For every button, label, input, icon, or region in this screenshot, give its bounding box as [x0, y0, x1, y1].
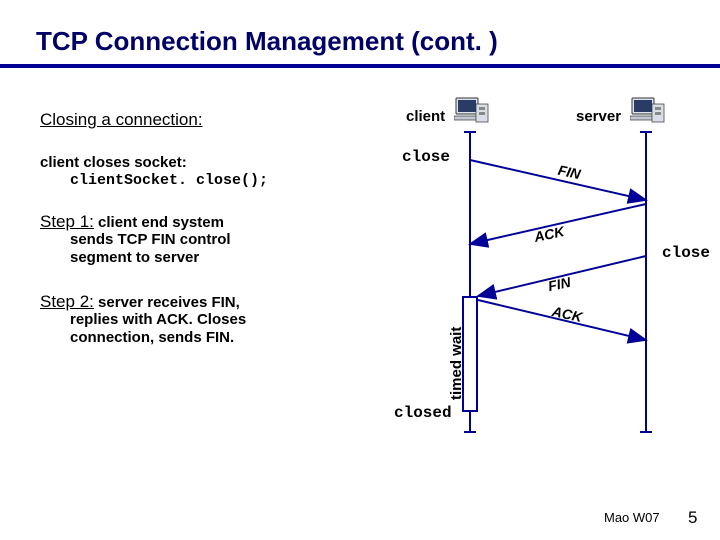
- closed-label: closed: [394, 404, 452, 422]
- close-left-label: close: [402, 148, 450, 166]
- page-number: 5: [688, 508, 697, 528]
- close-right-label: close: [662, 244, 710, 262]
- timed-wait-label: timed wait: [448, 327, 465, 400]
- footer-credit: Mao W07: [604, 510, 660, 525]
- fin1-arrow: [0, 0, 720, 540]
